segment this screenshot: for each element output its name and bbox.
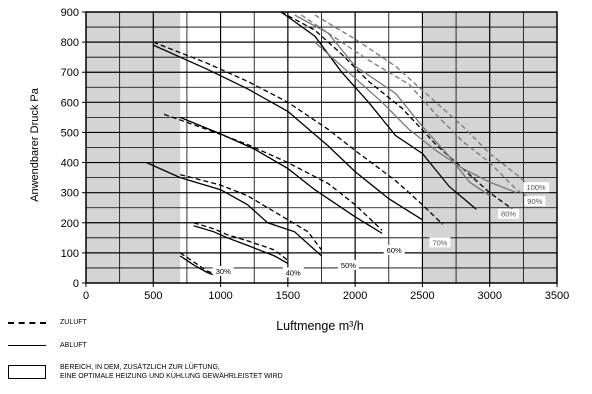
x-tick-label: 1000 xyxy=(208,290,232,302)
y-tick-label: 0 xyxy=(73,278,79,290)
abluft-curve-30pct xyxy=(179,255,216,277)
x-tick-label: 3000 xyxy=(477,290,501,302)
curve-label-100pct: 100% xyxy=(527,183,547,192)
zuluft-curve-50pct xyxy=(180,173,323,251)
curve-label-background xyxy=(383,244,405,255)
y-tick-label: 300 xyxy=(61,188,79,200)
x-tick-label: 0 xyxy=(83,290,89,302)
legend-bereich: BEREICH, IN DEM, ZUSÄTZLICH ZUR LÜFTUNG,… xyxy=(8,363,283,381)
zuluft-curve-90pct xyxy=(300,14,531,200)
curve-labels: 30% 40% 50% 60% 70% 80% 90% 100% xyxy=(212,182,550,278)
x-tick-label: 2000 xyxy=(343,290,367,302)
legend-abluft: ABLUFT xyxy=(8,341,87,350)
y-tick-label: 400 xyxy=(61,158,79,170)
curve-label-background xyxy=(524,196,546,207)
curves xyxy=(146,11,531,277)
legend-bereich-line1: BEREICH, IN DEM, ZUSÄTZLICH ZUR LÜFTUNG, xyxy=(60,364,220,371)
y-tick-label: 100 xyxy=(61,248,79,260)
abluft-curve-40pct xyxy=(193,225,289,264)
abluft-curve-90pct xyxy=(294,14,491,197)
y-tick-label: 200 xyxy=(61,218,79,230)
x-tick-label: 1500 xyxy=(276,290,300,302)
dashed-line-sample xyxy=(8,321,46,324)
x-tick-label: 3500 xyxy=(545,290,569,302)
curve-label-background xyxy=(282,267,304,278)
curve-label-background xyxy=(429,237,451,248)
grid xyxy=(86,12,557,283)
x-axis-label: Luftmenge m³/h xyxy=(276,319,364,333)
curve-label-70pct: 70% xyxy=(432,238,447,247)
y-tick-label: 500 xyxy=(61,127,79,139)
curve-label-80pct: 80% xyxy=(501,210,516,219)
abluft-curve-50pct xyxy=(146,162,322,257)
y-tick-label: 800 xyxy=(61,37,79,49)
zuluft-curve-60pct xyxy=(163,113,383,231)
curve-label-40pct: 40% xyxy=(286,268,301,277)
legend-abluft-label: ABLUFT xyxy=(60,342,87,349)
zuluft-curve-40pct xyxy=(193,222,289,261)
white-region-sample xyxy=(8,365,46,379)
abluft-curve-60pct xyxy=(179,116,383,234)
curve-label-90pct: 90% xyxy=(527,197,542,206)
curve-label-background xyxy=(498,208,520,219)
y-axis-label: Anwendbarer Druck Pa xyxy=(29,87,41,202)
zuluft-curve-100pct xyxy=(314,14,531,188)
legend-zuluft: ZULUFT xyxy=(8,318,87,327)
zuluft-curve-30pct xyxy=(179,252,216,275)
curve-label-60pct: 60% xyxy=(387,246,402,255)
abluft-curve-100pct xyxy=(314,41,517,194)
curve-label-background xyxy=(523,182,550,193)
curve-label-30pct: 30% xyxy=(216,267,231,276)
y-tick-label: 700 xyxy=(61,67,79,79)
curve-label-background xyxy=(212,265,234,276)
curve-label-50pct: 50% xyxy=(341,261,356,270)
curve-label-background xyxy=(337,259,359,270)
zuluft-curve-80pct xyxy=(280,11,517,213)
axes: 0 500 1000 1500 2000 2500 3000 3500 0 100 200 300 40… xyxy=(61,7,570,302)
x-tick-label: 500 xyxy=(144,290,162,302)
y-tick-label: 900 xyxy=(61,7,79,19)
abluft-curve-70pct xyxy=(153,44,423,221)
solid-line-sample xyxy=(8,345,46,346)
plot-frame xyxy=(85,11,558,284)
legend-zuluft-label: ZULUFT xyxy=(60,319,87,326)
legend-bereich-line2: EINE OPTIMALE HEIZUNG UND KÜHLUNG GEWÄHR… xyxy=(60,373,283,380)
zuluft-curve-70pct xyxy=(153,41,444,225)
y-tick-label: 600 xyxy=(61,97,79,109)
x-tick-label: 2500 xyxy=(410,290,434,302)
abluft-curve-80pct xyxy=(280,11,477,210)
